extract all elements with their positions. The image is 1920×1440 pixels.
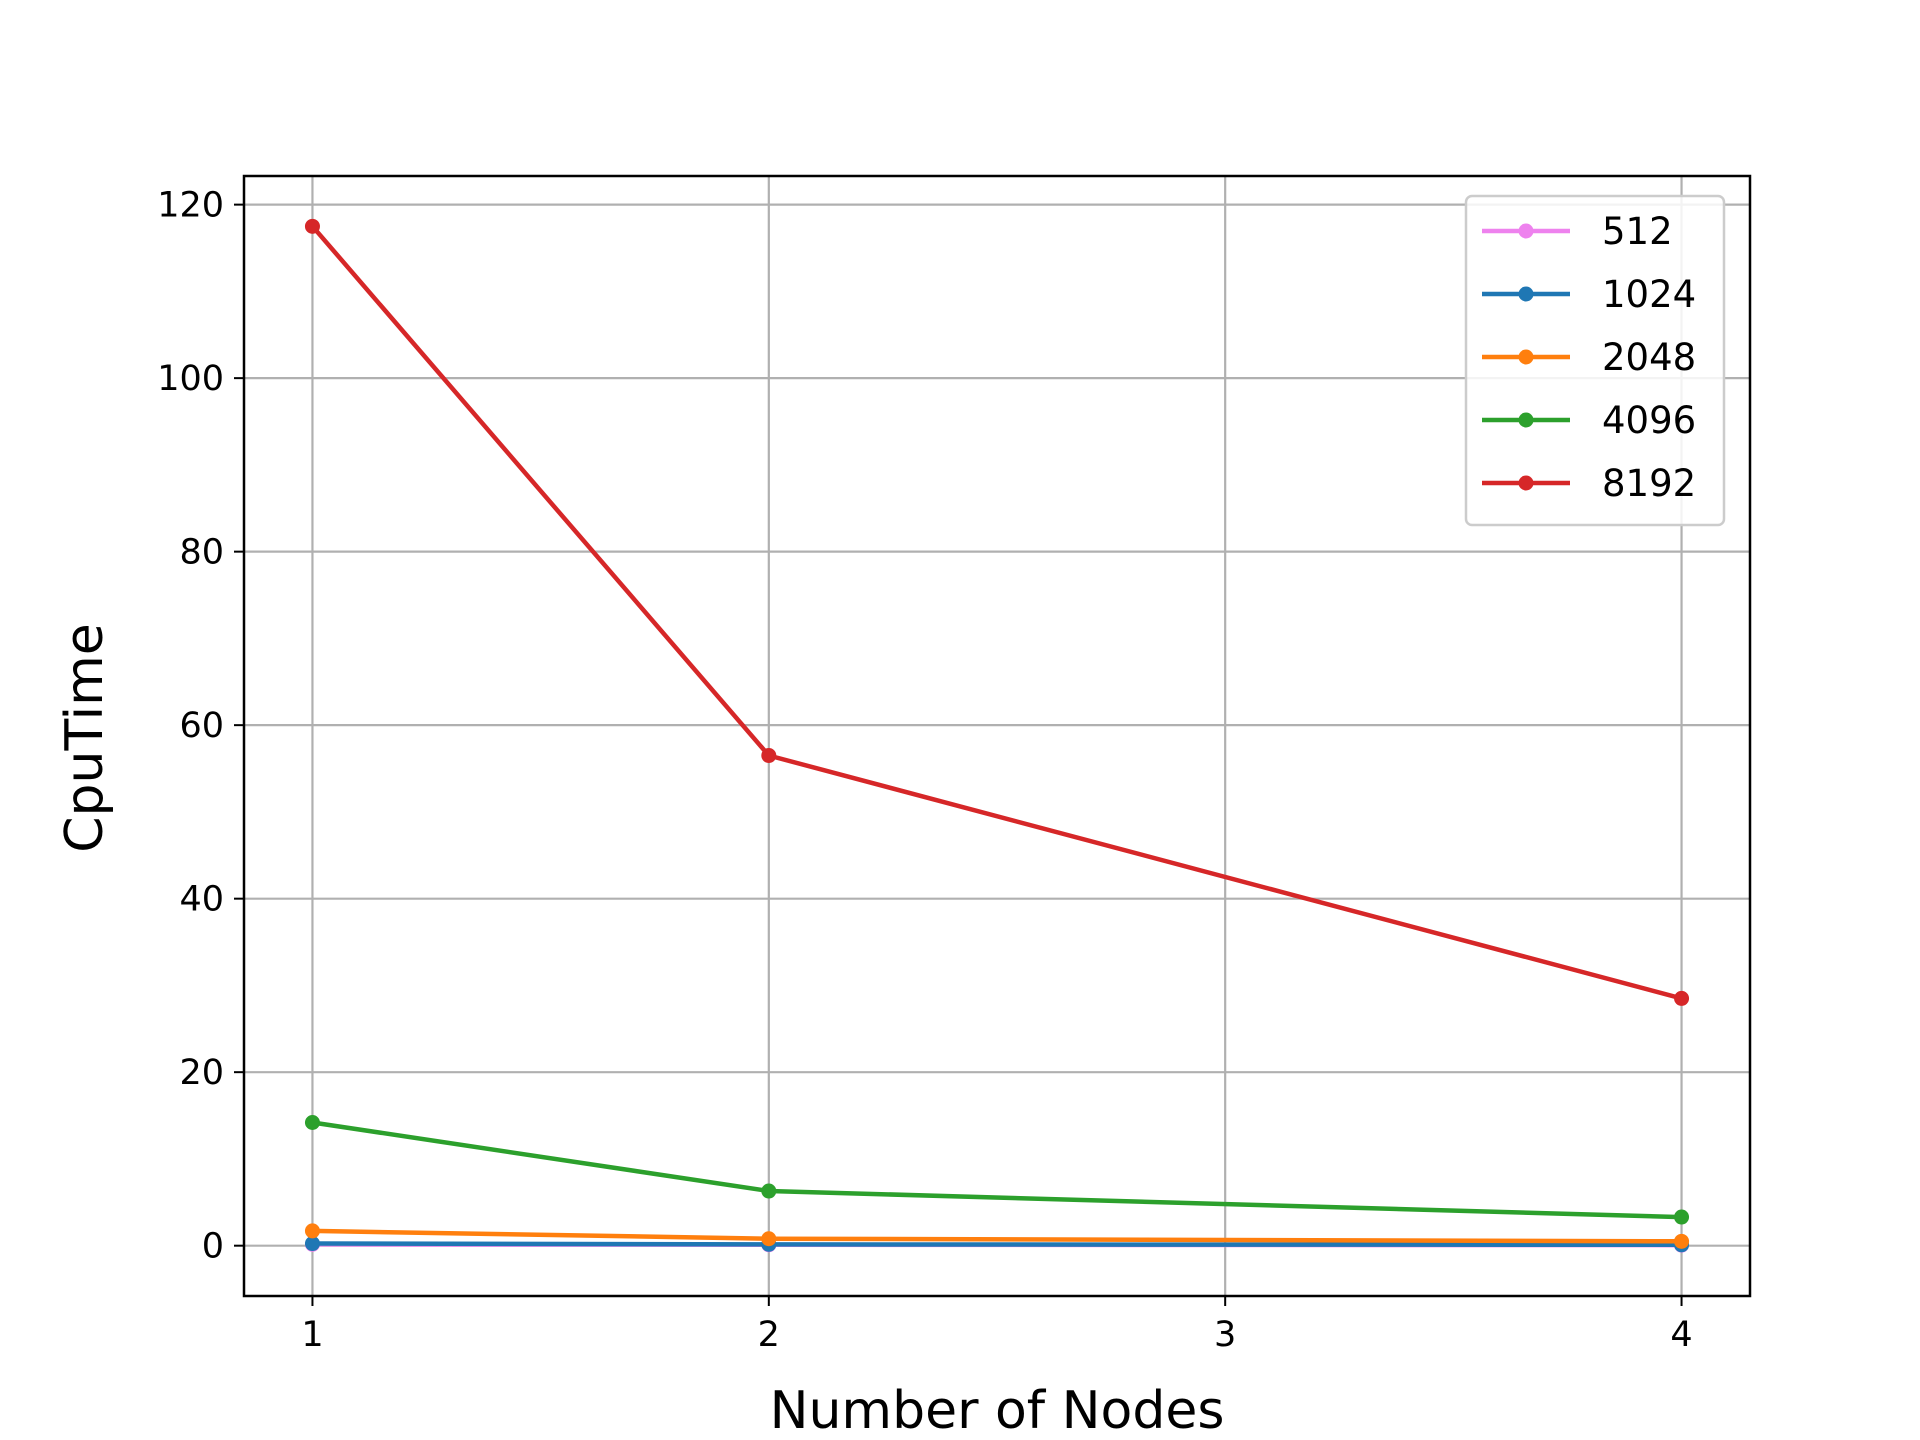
x-tick-label: 1 (301, 1315, 323, 1355)
y-tick-label: 0 (202, 1227, 224, 1267)
y-axis-title: CpuTime (55, 623, 115, 853)
legend-box (1464, 194, 1726, 527)
y-tick-label: 120 (157, 186, 224, 226)
x-tick-label: 3 (1214, 1315, 1236, 1355)
legend-marker-512 (1518, 223, 1534, 239)
data-point-4096 (304, 1114, 320, 1130)
legend-marker-8192 (1518, 475, 1534, 491)
data-point-4096 (761, 1183, 777, 1199)
legend-label-8192: 8192 (1602, 462, 1696, 505)
series-line-1024 (310, 1241, 1684, 1248)
legend-label-4096: 4096 (1602, 399, 1696, 442)
legend-marker-2048 (1518, 349, 1534, 365)
data-point-8192 (304, 218, 320, 234)
legend-label-2048: 2048 (1602, 336, 1696, 379)
data-point-2048 (304, 1223, 320, 1239)
series-lines (304, 218, 1690, 1253)
x-tick-label: 4 (1670, 1315, 1692, 1355)
y-tick-label: 100 (157, 359, 224, 399)
y-tick-label: 20 (179, 1053, 224, 1093)
legend-label-1024: 1024 (1602, 273, 1696, 316)
legend: 512 1024 2048 4096 8192 (1464, 194, 1726, 527)
data-point-8192 (1674, 990, 1690, 1006)
x-axis-title: Number of Nodes (770, 1381, 1225, 1440)
legend-marker-4096 (1518, 412, 1534, 428)
x-tick-label: 2 (758, 1315, 780, 1355)
data-point-4096 (1674, 1209, 1690, 1225)
legend-marker-1024 (1518, 286, 1534, 302)
legend-label-512: 512 (1602, 210, 1673, 253)
plot-frame (242, 174, 1752, 1298)
data-point-8192 (761, 748, 777, 764)
data-point-2048 (761, 1231, 777, 1247)
y-tick-label: 80 (179, 533, 224, 573)
y-tick-label: 60 (179, 706, 224, 746)
data-point-1024 (304, 1236, 320, 1252)
y-tick-label: 40 (179, 880, 224, 920)
data-point-2048 (1674, 1233, 1690, 1249)
